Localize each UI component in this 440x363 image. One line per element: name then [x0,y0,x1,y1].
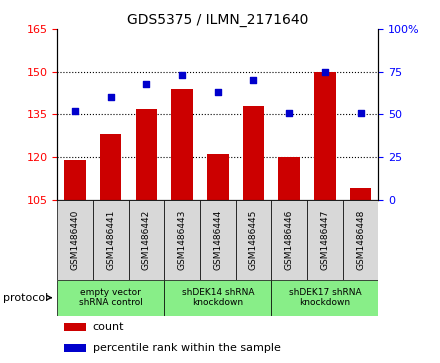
Bar [279,157,300,200]
Point [107,94,114,100]
Point [250,77,257,83]
Text: shDEK17 shRNA
knockdown: shDEK17 shRNA knockdown [289,288,361,307]
Bar [136,109,157,200]
Bar [57,280,164,316]
Point [321,69,328,75]
Text: empty vector
shRNA control: empty vector shRNA control [79,288,143,307]
Point [357,110,364,115]
Bar [164,280,271,316]
Bar [128,200,164,280]
Bar [236,200,271,280]
Text: percentile rank within the sample: percentile rank within the sample [92,343,280,353]
Bar [64,323,86,331]
Text: GSM1486445: GSM1486445 [249,209,258,270]
Text: GSM1486441: GSM1486441 [106,209,115,270]
Bar [172,89,193,200]
Bar [271,200,307,280]
Title: GDS5375 / ILMN_2171640: GDS5375 / ILMN_2171640 [127,13,308,26]
Point [286,110,293,115]
Text: GSM1486446: GSM1486446 [285,209,293,270]
Text: GSM1486444: GSM1486444 [213,209,222,270]
Text: GSM1486447: GSM1486447 [320,209,330,270]
Bar [271,280,378,316]
Bar [93,200,128,280]
Text: GSM1486443: GSM1486443 [178,209,187,270]
Bar [207,154,228,200]
Bar [64,344,86,352]
Bar [57,200,93,280]
Text: GSM1486442: GSM1486442 [142,209,151,270]
Text: GSM1486440: GSM1486440 [70,209,80,270]
Bar [243,106,264,200]
Bar [100,134,121,200]
Bar [200,200,236,280]
Bar [164,200,200,280]
Bar [307,200,343,280]
Point [143,81,150,86]
Text: protocol: protocol [3,293,51,303]
Bar [350,188,371,200]
Bar [64,160,86,200]
Text: shDEK14 shRNA
knockdown: shDEK14 shRNA knockdown [182,288,254,307]
Point [72,108,79,114]
Bar [343,200,378,280]
Text: count: count [92,322,124,332]
Bar [314,72,336,200]
Point [179,72,186,78]
Text: GSM1486448: GSM1486448 [356,209,365,270]
Point [214,89,221,95]
